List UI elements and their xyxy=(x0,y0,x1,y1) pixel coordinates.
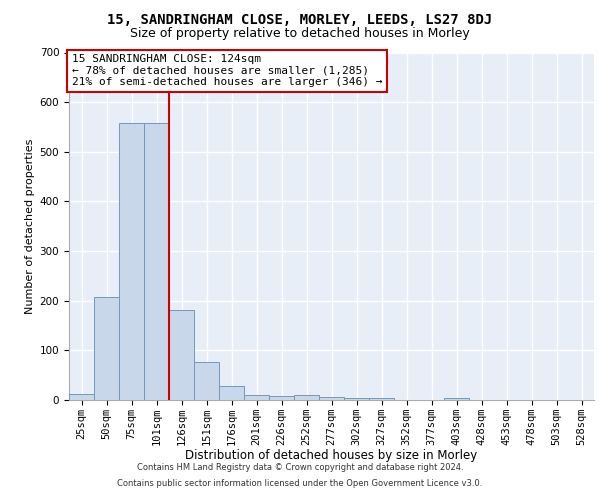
Bar xyxy=(94,297,119,400)
Bar xyxy=(194,362,219,400)
Bar xyxy=(294,394,319,400)
Bar xyxy=(444,398,469,400)
Bar xyxy=(344,398,369,400)
Bar xyxy=(244,394,269,400)
Text: 15 SANDRINGHAM CLOSE: 124sqm
← 78% of detached houses are smaller (1,285)
21% of: 15 SANDRINGHAM CLOSE: 124sqm ← 78% of de… xyxy=(71,54,382,88)
Bar xyxy=(269,396,294,400)
Bar xyxy=(219,386,244,400)
Bar xyxy=(169,310,194,400)
Text: Contains HM Land Registry data © Crown copyright and database right 2024.: Contains HM Land Registry data © Crown c… xyxy=(137,464,463,472)
Text: 15, SANDRINGHAM CLOSE, MORLEY, LEEDS, LS27 8DJ: 15, SANDRINGHAM CLOSE, MORLEY, LEEDS, LS… xyxy=(107,12,493,26)
Bar xyxy=(69,394,94,400)
X-axis label: Distribution of detached houses by size in Morley: Distribution of detached houses by size … xyxy=(185,450,478,462)
Bar xyxy=(319,396,344,400)
Bar xyxy=(369,398,394,400)
Bar xyxy=(144,123,169,400)
Bar xyxy=(119,124,144,400)
Text: Size of property relative to detached houses in Morley: Size of property relative to detached ho… xyxy=(130,28,470,40)
Y-axis label: Number of detached properties: Number of detached properties xyxy=(25,138,35,314)
Text: Contains public sector information licensed under the Open Government Licence v3: Contains public sector information licen… xyxy=(118,478,482,488)
